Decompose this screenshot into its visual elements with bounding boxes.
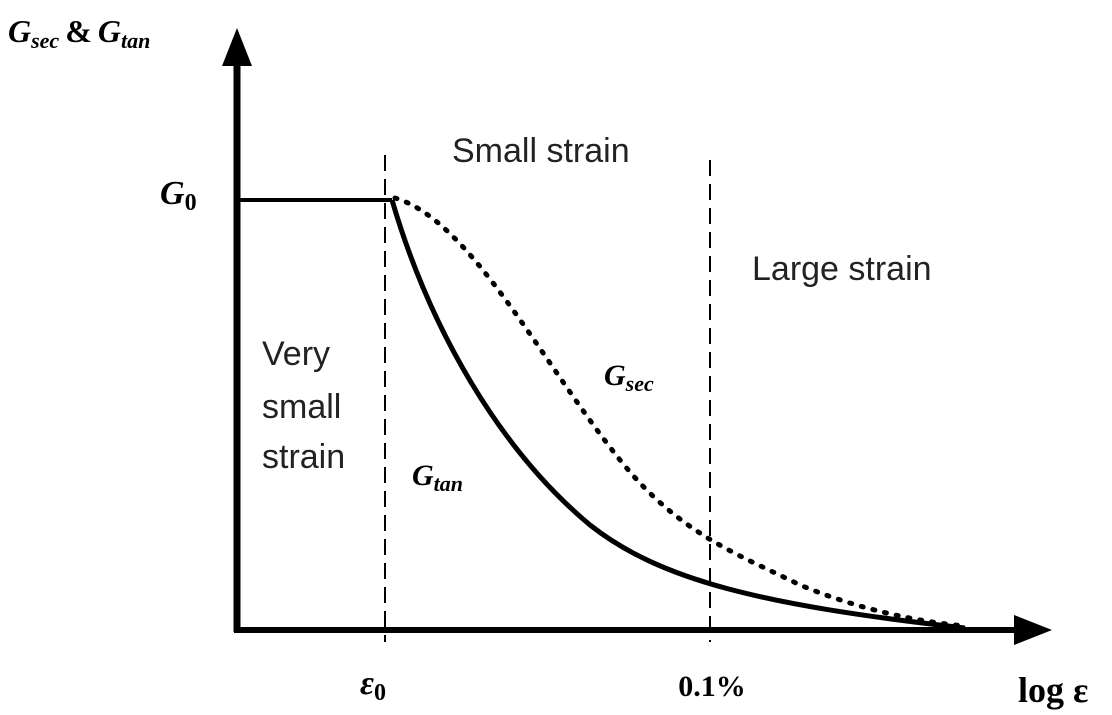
curve-label: Gtan bbox=[412, 459, 463, 496]
x-arrow bbox=[1014, 615, 1052, 645]
label-base: G bbox=[160, 175, 185, 212]
label-sub: tan bbox=[121, 28, 150, 53]
label-joiner: & bbox=[65, 13, 92, 49]
region-label: Small strain bbox=[452, 132, 630, 170]
label-sub: sec bbox=[625, 371, 654, 396]
region-label: small bbox=[262, 388, 341, 426]
label-sub: tan bbox=[434, 471, 463, 496]
tangent-curve bbox=[389, 199, 966, 631]
region-label: Very bbox=[262, 335, 330, 373]
label-sub: sec bbox=[30, 28, 59, 53]
label-base: G bbox=[412, 459, 434, 492]
label-base: G bbox=[8, 13, 31, 49]
region-label: Large strain bbox=[752, 250, 932, 288]
label-sub: 0 bbox=[374, 680, 386, 706]
label-sub: 0 bbox=[185, 190, 197, 216]
y-arrow bbox=[222, 28, 252, 66]
secant-curve bbox=[392, 195, 968, 629]
x-marker-label: 0.1% bbox=[678, 670, 746, 703]
y-axis-label: Gsec & Gtan bbox=[8, 13, 150, 53]
label-base: ε bbox=[360, 665, 374, 702]
x-marker-label: ε0 bbox=[360, 665, 386, 706]
x-axis-label: log ε bbox=[1018, 670, 1088, 710]
label-base: G bbox=[98, 13, 121, 49]
region-label: strain bbox=[262, 438, 345, 476]
label-base: G bbox=[604, 359, 626, 392]
level-label: G0 bbox=[160, 175, 197, 216]
curve-label: Gsec bbox=[604, 359, 654, 396]
